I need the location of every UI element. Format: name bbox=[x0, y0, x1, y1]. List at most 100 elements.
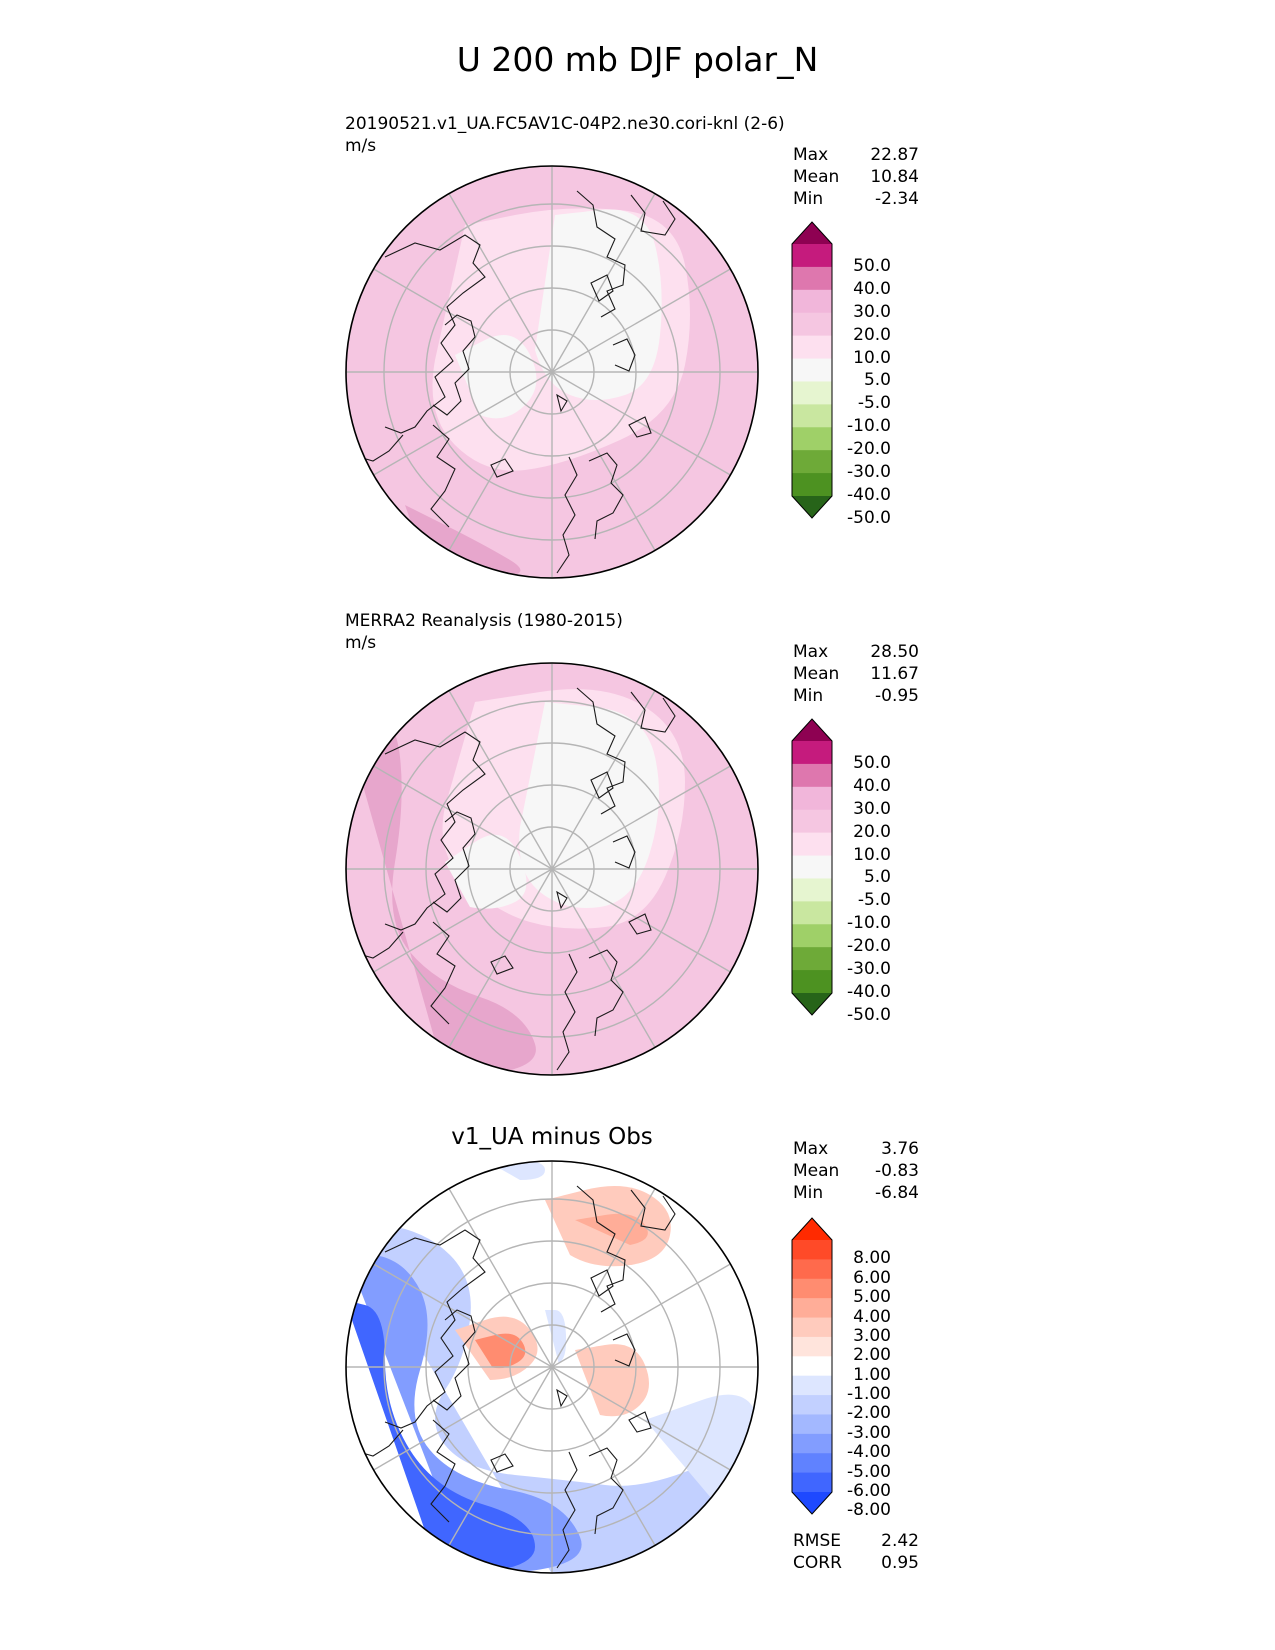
coastline bbox=[432, 811, 476, 913]
colorbar-segment bbox=[792, 244, 832, 268]
colorbar-tick-label: -40.0 bbox=[847, 485, 891, 505]
colorbar-segment bbox=[792, 1375, 832, 1396]
figure-title: U 200 mb DJF polar_N bbox=[456, 40, 819, 79]
coastline bbox=[630, 691, 676, 733]
colorbar-segment bbox=[792, 970, 832, 994]
colorbar-segment bbox=[792, 404, 832, 428]
colorbar-tick-label: 20.0 bbox=[853, 821, 891, 842]
colorbar-tick-label: -5.00 bbox=[847, 1461, 891, 1482]
contour-region bbox=[575, 1213, 648, 1245]
colorbar-tick-label: -10.0 bbox=[847, 913, 891, 934]
coastline bbox=[384, 731, 486, 931]
coastline bbox=[384, 1229, 486, 1429]
coastline bbox=[556, 1451, 578, 1569]
coastline bbox=[432, 1309, 476, 1411]
panel-2-units: m/s bbox=[345, 633, 377, 653]
contour-region bbox=[535, 209, 662, 400]
colorbar-segment bbox=[792, 763, 832, 788]
colorbar-tick-label: -2.00 bbox=[847, 1403, 891, 1424]
colorbar-tick-label: -3.00 bbox=[847, 1422, 891, 1443]
stat-min: Min -6.84 bbox=[793, 1183, 919, 1203]
colorbar-tick-label: 4.00 bbox=[853, 1306, 891, 1327]
colorbar-segment bbox=[792, 381, 832, 405]
contour-region bbox=[545, 1310, 567, 1363]
colorbar-segment bbox=[792, 1259, 832, 1280]
meridian-line bbox=[551, 268, 731, 373]
coastline bbox=[588, 1447, 624, 1535]
coastline bbox=[588, 452, 624, 540]
colorbar-segment bbox=[792, 1317, 832, 1338]
colorbar-tick-label: -5.0 bbox=[857, 890, 891, 911]
colorbar-segment bbox=[792, 473, 832, 497]
colorbar-segment bbox=[792, 1453, 832, 1474]
colorbar-segment bbox=[792, 1240, 832, 1260]
colorbar-tick-label: -30.0 bbox=[847, 462, 891, 483]
stat-mean: Mean 11.67 bbox=[793, 664, 919, 684]
coastline bbox=[430, 424, 456, 528]
colorbar-tick-label: 1.00 bbox=[853, 1364, 891, 1385]
colorbar-segment bbox=[792, 358, 832, 382]
colorbar-segment bbox=[792, 1356, 832, 1377]
meridian-line bbox=[373, 1366, 553, 1471]
contour-region bbox=[455, 335, 537, 419]
colorbar-segment bbox=[792, 855, 832, 879]
meridian-line bbox=[551, 1188, 656, 1368]
colorbar-extend-top bbox=[792, 222, 832, 244]
meridian-line bbox=[551, 868, 656, 1048]
meridian-line bbox=[551, 1263, 731, 1368]
colorbar-tick-label: 3.00 bbox=[853, 1325, 891, 1346]
colorbar-tick-label: -50.0 bbox=[847, 507, 891, 528]
meridian-line bbox=[551, 371, 731, 476]
stat-min: Min -0.95 bbox=[793, 686, 919, 706]
colorbar-segment bbox=[792, 266, 832, 291]
colorbar-tick-label: 40.0 bbox=[853, 775, 891, 796]
colorbar-segment bbox=[792, 832, 832, 857]
colorbar-tick-label: 50.0 bbox=[853, 255, 891, 276]
panel-3-metrics: RMSE 2.42 CORR 0.95 bbox=[793, 1530, 919, 1574]
coastline bbox=[590, 274, 614, 302]
coastline bbox=[630, 194, 676, 236]
colorbar-segment bbox=[792, 1278, 832, 1299]
coastline bbox=[384, 234, 486, 434]
panel-3-stats: Max 3.76 Mean -0.83 Min -6.84 bbox=[793, 1138, 919, 1204]
colorbar-segment bbox=[792, 1298, 832, 1319]
colorbar-extend-bottom bbox=[792, 993, 832, 1015]
panel-3-title: v1_UA minus Obs bbox=[451, 1124, 653, 1150]
colorbar-tick-label: 20.0 bbox=[853, 324, 891, 345]
coastline bbox=[490, 458, 514, 478]
meridian-line bbox=[448, 193, 553, 373]
meridian-line bbox=[373, 868, 553, 973]
panel-2-stats: Max 28.50 Mean 11.67 Min -0.95 bbox=[793, 641, 919, 707]
stat-max: Max 28.50 bbox=[793, 642, 919, 662]
coastline bbox=[556, 1388, 568, 1408]
stat-max: Max 3.76 bbox=[793, 1139, 919, 1159]
colorbar-segment bbox=[792, 450, 832, 474]
coastline bbox=[556, 953, 578, 1071]
colorbar-extend-top bbox=[792, 719, 832, 741]
meridian-line bbox=[551, 765, 731, 870]
metric-rmse: RMSE 2.42 bbox=[793, 1531, 919, 1551]
colorbar-segment bbox=[792, 741, 832, 765]
colorbar-tick-label: 10.0 bbox=[853, 347, 891, 368]
map-boundary bbox=[345, 1160, 759, 1574]
meridian-line bbox=[551, 1366, 731, 1471]
meridian-line bbox=[551, 371, 656, 551]
colorbar-segment bbox=[792, 1472, 832, 1493]
colorbar-segment bbox=[792, 809, 832, 834]
colorbar-tick-label: -6.00 bbox=[847, 1481, 891, 1501]
colorbar-segment bbox=[792, 427, 832, 451]
colorbar-tick-label: 6.00 bbox=[853, 1267, 891, 1288]
meridian-line bbox=[551, 690, 656, 870]
colorbar-tick-label: -1.00 bbox=[847, 1384, 891, 1405]
panel-1-stats: Max 22.87 Mean 10.84 Min -2.34 bbox=[793, 144, 919, 210]
coastline bbox=[590, 771, 614, 799]
colorbar-tick-label: 5.0 bbox=[863, 370, 891, 391]
meridian-line bbox=[448, 1188, 553, 1368]
contour-region bbox=[346, 1220, 758, 1573]
meridian-line bbox=[373, 268, 553, 373]
contour-region bbox=[445, 834, 527, 909]
coastline bbox=[628, 1411, 652, 1433]
colorbar-extend-bottom bbox=[792, 1492, 832, 1514]
colorbar-tick-label: 50.0 bbox=[853, 752, 891, 773]
polar-map-difference bbox=[345, 1160, 759, 1574]
